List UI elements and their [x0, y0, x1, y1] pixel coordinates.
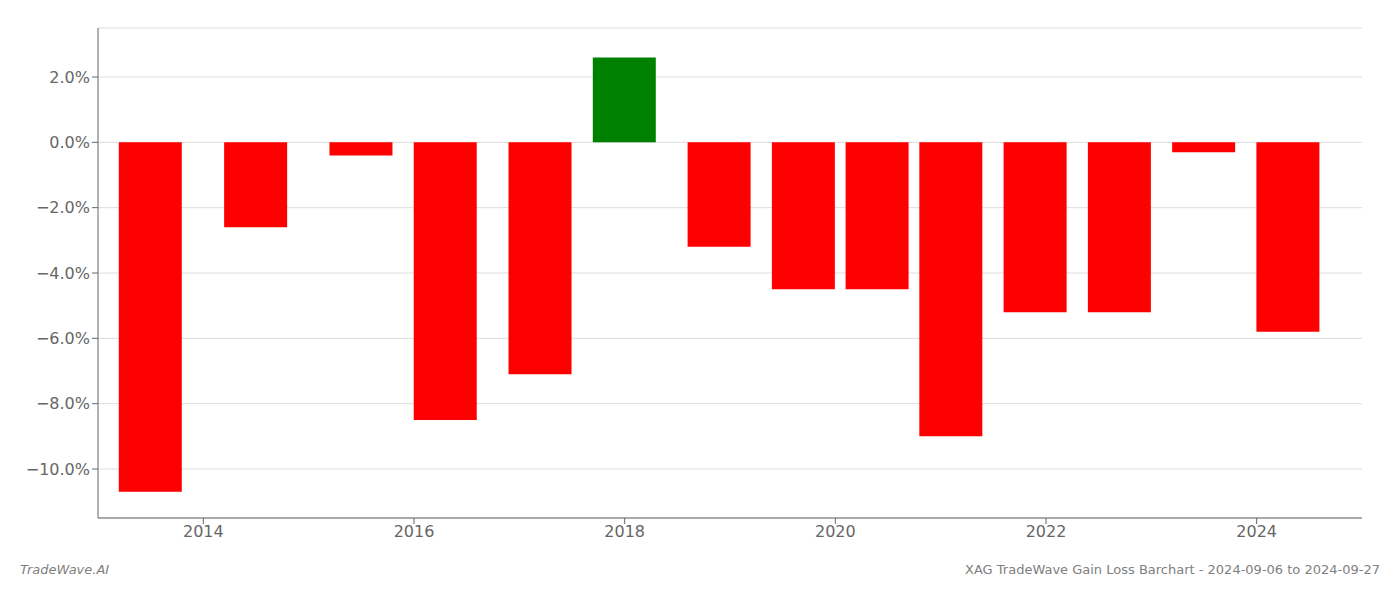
- html-text:TradeWave.AI: TradeWave.AI: [20, 562, 110, 577]
- svg-text:2020: 2020: [815, 522, 856, 541]
- svg-text:2018: 2018: [604, 522, 645, 541]
- svg-text:−6.0%: −6.0%: [36, 329, 90, 348]
- svg-text:−10.0%: −10.0%: [26, 460, 90, 479]
- svg-text:2.0%: 2.0%: [49, 68, 90, 87]
- svg-text:2016: 2016: [394, 522, 435, 541]
- svg-text:2024: 2024: [1236, 522, 1277, 541]
- svg-text:−8.0%: −8.0%: [36, 394, 90, 413]
- svg-text:0.0%: 0.0%: [49, 133, 90, 152]
- svg-text:2022: 2022: [1026, 522, 1067, 541]
- svg-text:2014: 2014: [183, 522, 224, 541]
- html-text:XAG TradeWave Gain Loss Barcha: XAG TradeWave Gain Loss Barchart - 2024-…: [965, 562, 1380, 577]
- svg-text:−4.0%: −4.0%: [36, 264, 90, 283]
- svg-text:−2.0%: −2.0%: [36, 198, 90, 217]
